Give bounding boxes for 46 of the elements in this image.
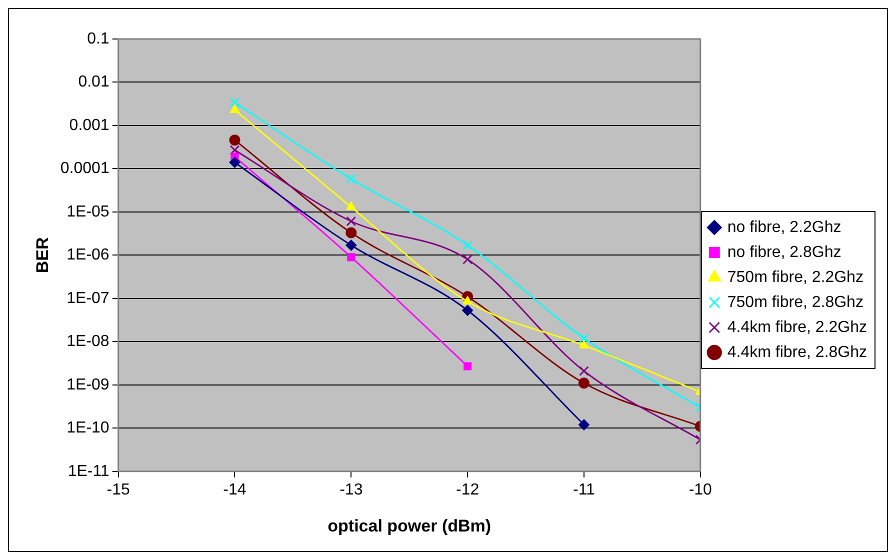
legend-label: no fibre, 2.2Ghz bbox=[727, 218, 842, 236]
point bbox=[346, 240, 357, 251]
x-axis-title: optical power (dBm) bbox=[328, 516, 492, 536]
x-tick-label: -14 bbox=[223, 481, 246, 498]
x-tick-label: -13 bbox=[340, 481, 363, 498]
legend-label: 4.4km fibre, 2.8Ghz bbox=[727, 344, 868, 361]
x-tick-label: -10 bbox=[688, 481, 712, 498]
point bbox=[578, 419, 590, 430]
point bbox=[579, 340, 589, 348]
point bbox=[578, 366, 589, 376]
point bbox=[346, 216, 356, 226]
point bbox=[578, 378, 590, 389]
y-tick-label: 0.001 bbox=[69, 116, 110, 134]
legend-label: 750m fibre, 2.2Ghz bbox=[727, 268, 864, 286]
y-tick-label: 0.0001 bbox=[60, 160, 110, 178]
point bbox=[464, 362, 472, 370]
point bbox=[462, 254, 473, 264]
point bbox=[229, 134, 240, 146]
x-tick-label: -15 bbox=[106, 481, 130, 498]
point bbox=[578, 333, 589, 344]
y-tick-label: 1E-06 bbox=[66, 246, 110, 264]
point bbox=[346, 227, 357, 238]
legend-label: 750m fibre, 2.8Ghz bbox=[727, 294, 864, 311]
point bbox=[230, 145, 240, 156]
y-tick-label: 0.01 bbox=[78, 74, 110, 91]
x-tick-label: -11 bbox=[573, 481, 596, 498]
y-tick-label: 1E-09 bbox=[66, 376, 110, 394]
point bbox=[347, 253, 356, 262]
y-tick-label: 0.1 bbox=[87, 30, 110, 48]
point bbox=[462, 240, 473, 250]
y-tick-label: 1E-08 bbox=[66, 333, 110, 350]
y-axis-title: BER bbox=[32, 237, 52, 274]
point bbox=[230, 104, 240, 113]
y-tick-label: 1E-11 bbox=[68, 462, 110, 480]
x-tick-label: -12 bbox=[456, 481, 480, 498]
point bbox=[462, 304, 474, 316]
point bbox=[462, 296, 472, 304]
legend-label: 4.4km fibre, 2.2Ghz bbox=[727, 318, 868, 336]
point bbox=[346, 174, 356, 184]
point bbox=[229, 156, 240, 168]
y-tick-label: 1E-05 bbox=[66, 203, 110, 220]
y-tick-label: 1E-10 bbox=[66, 420, 110, 437]
point bbox=[230, 98, 240, 108]
legend-label: no fibre, 2.8Ghz bbox=[727, 244, 842, 261]
y-tick-label: 1E-07 bbox=[66, 290, 110, 307]
point bbox=[346, 202, 356, 210]
